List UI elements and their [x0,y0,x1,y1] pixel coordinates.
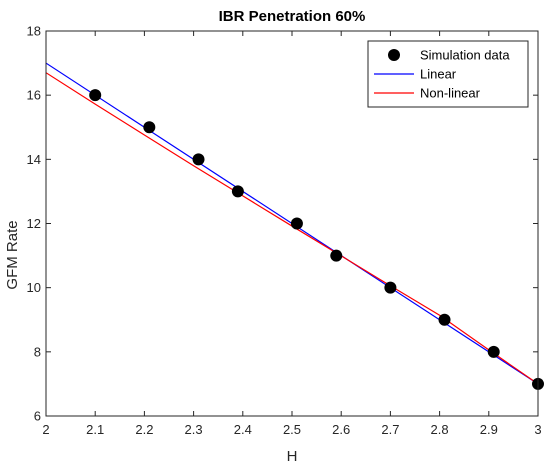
legend-marker-simulation-data [388,49,400,61]
x-tick-label: 2.5 [283,422,301,437]
y-tick-label: 14 [27,152,41,167]
data-point [143,121,156,134]
legend-label-non-linear: Non-linear [420,86,481,101]
y-tick-label: 6 [34,409,41,424]
y-tick-label: 16 [27,88,41,103]
legend-label-linear: Linear [420,67,457,82]
x-tick-label: 2.7 [381,422,399,437]
x-tick-label: 2 [42,422,49,437]
plot-area: 2 2.1 2.2 2.3 2.4 2.5 2.6 2.7 2.8 2.9 3 6 8 10 12 14 16 1… [27,24,544,437]
x-tick-label: 2.2 [135,422,153,437]
data-point [487,345,500,358]
x-tick-label: 3 [534,422,541,437]
legend-label-simulation-data: Simulation data [420,48,510,63]
x-tick-label: 2.9 [480,422,498,437]
y-tick-label: 10 [27,280,41,295]
x-tick-label: 2.8 [431,422,449,437]
x-tick-label: 2.4 [234,422,252,437]
data-point [290,217,303,230]
y-tick-label: 18 [27,24,41,39]
y-tick-label: 12 [27,216,41,231]
x-axis-label: H [287,448,298,465]
legend: Simulation data Linear Non-linear [367,40,529,108]
data-point [89,89,102,102]
chart-title: IBR Penetration 60% [219,8,366,25]
x-tick-label: 2.1 [86,422,104,437]
data-point [192,153,205,166]
x-tick-label: 2.6 [332,422,350,437]
y-axis-label: GFM Rate [4,220,21,289]
y-tick-label: 8 [34,344,41,359]
data-point [384,281,397,294]
data-point [231,185,244,198]
x-tick-label: 2.3 [185,422,203,437]
data-point [330,249,343,262]
data-point [438,313,451,326]
